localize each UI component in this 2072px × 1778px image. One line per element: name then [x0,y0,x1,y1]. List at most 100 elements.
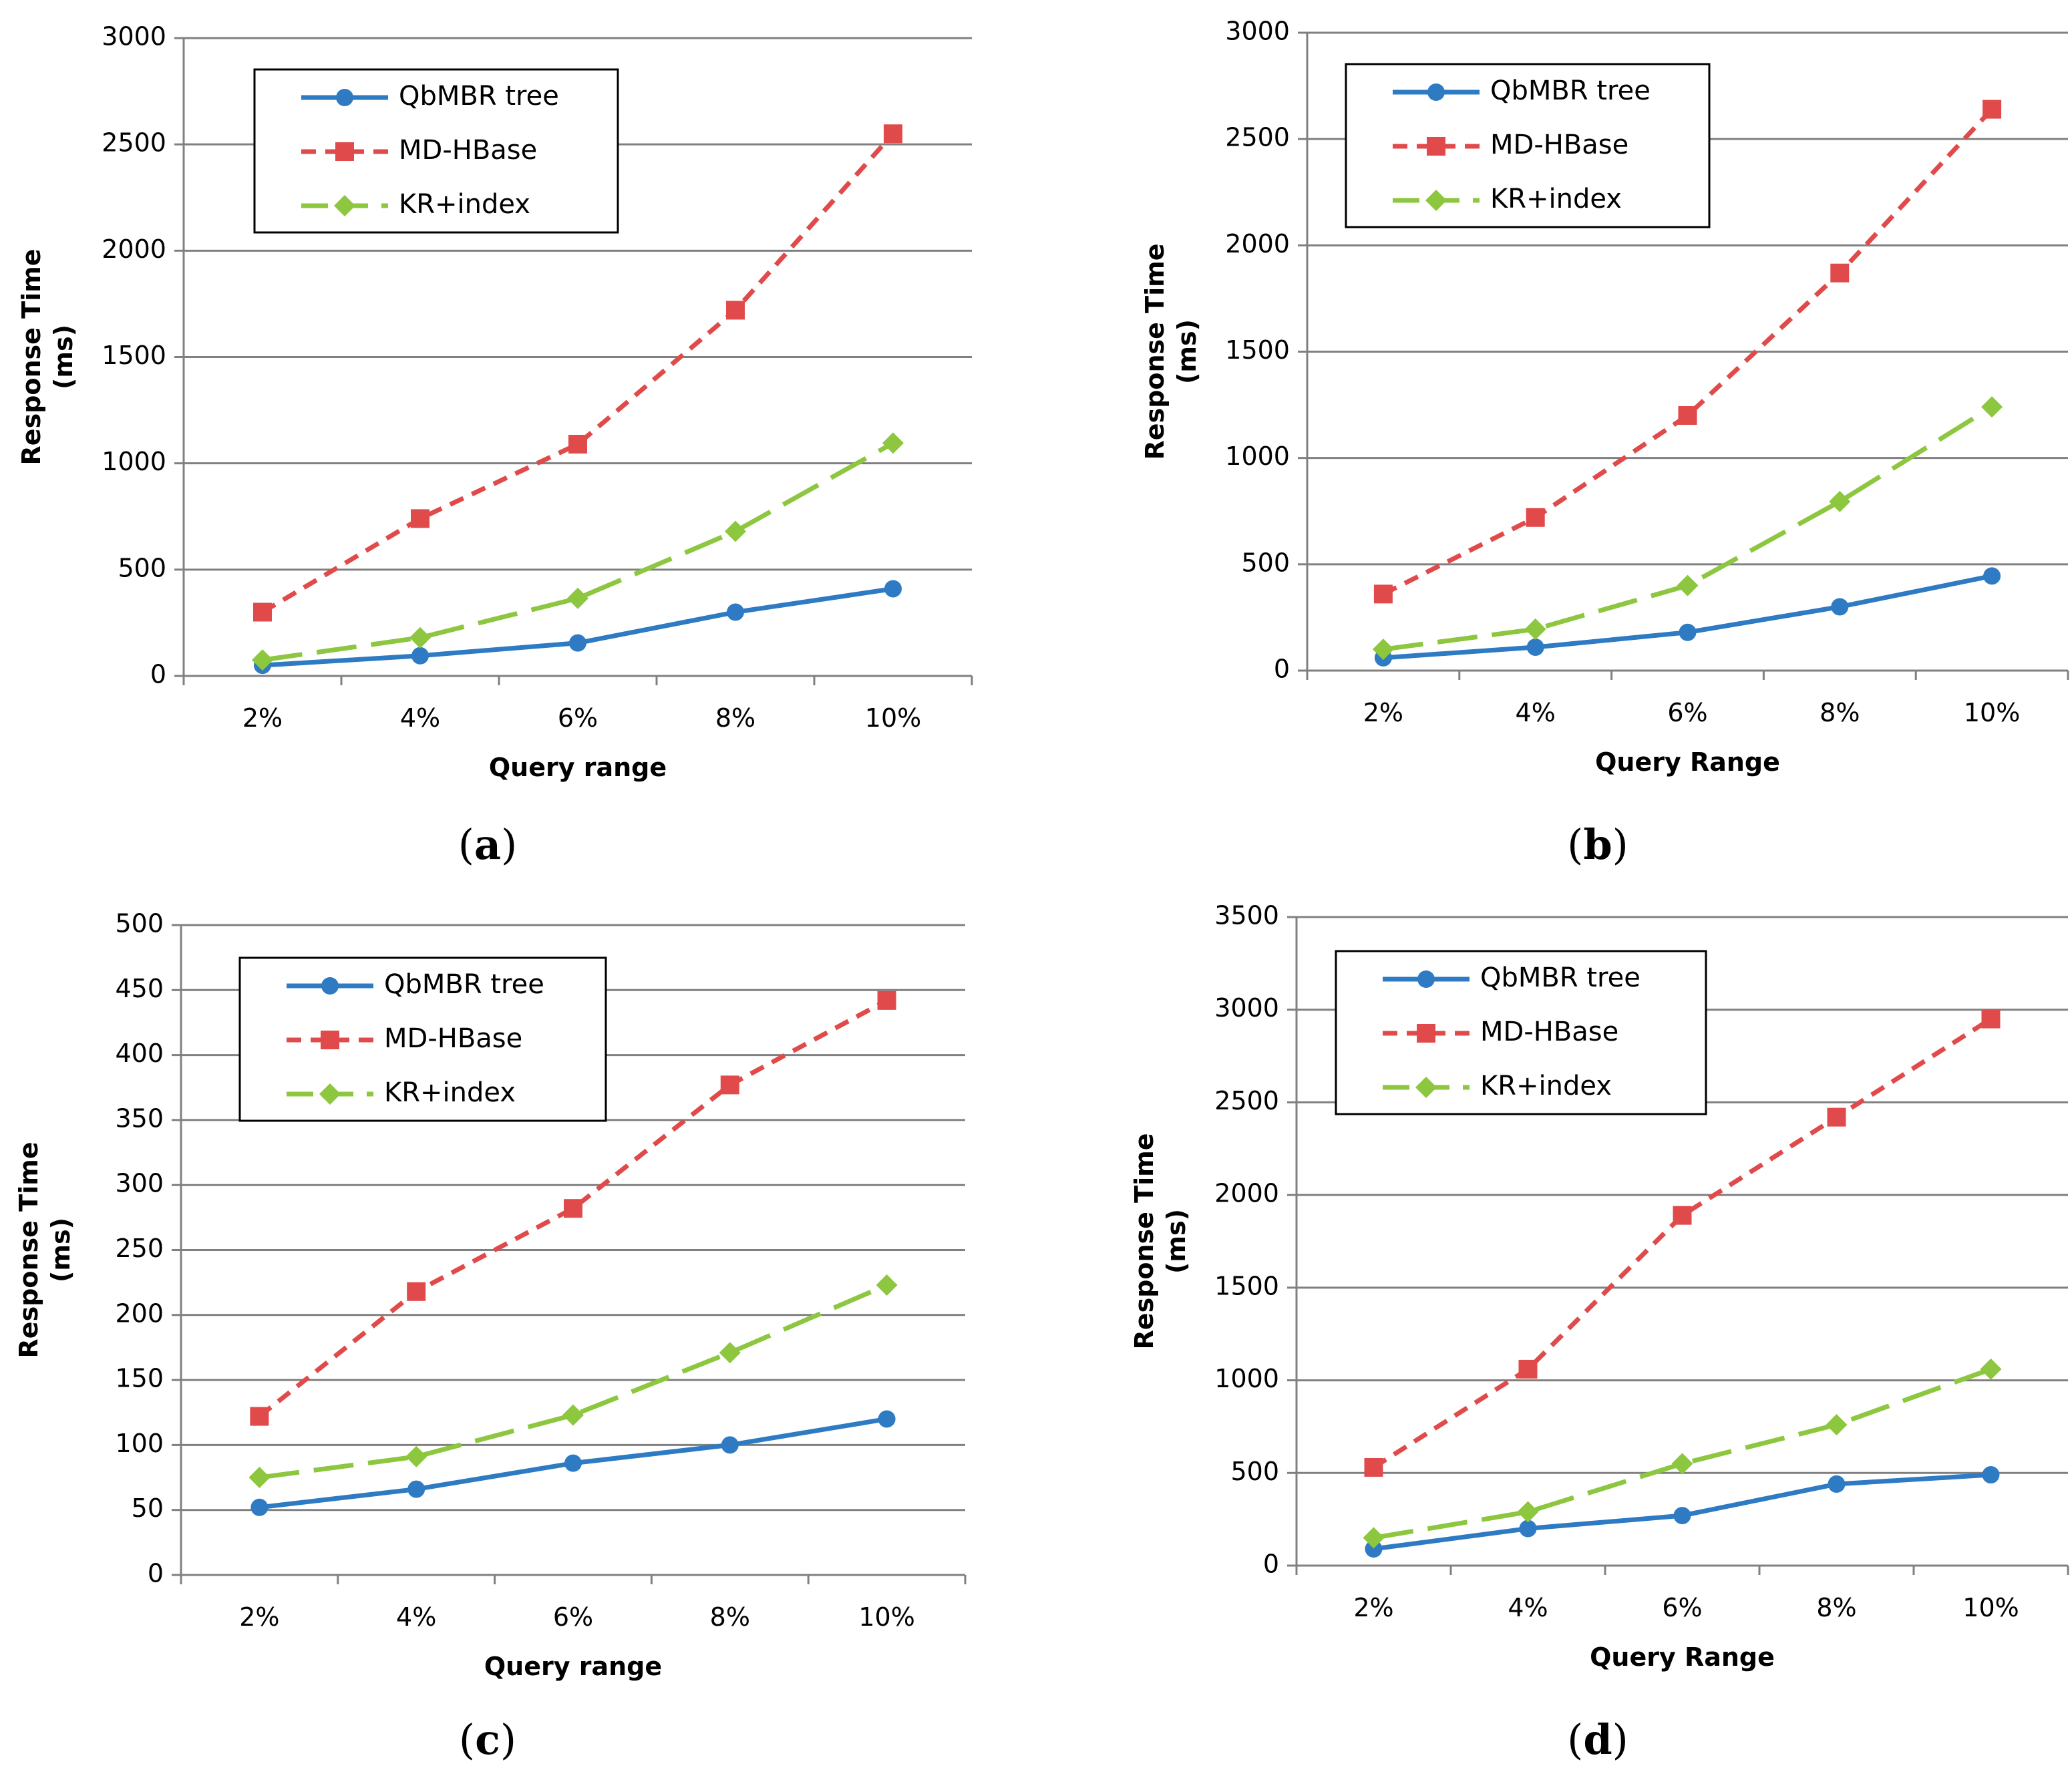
x-tick-label: 6% [1662,1593,1702,1622]
data-point [252,649,273,671]
data-point [250,1498,269,1516]
y-tick-label: 3000 [1214,993,1279,1023]
y-tick-label: 1500 [1225,335,1290,365]
gridlines [1298,31,2068,672]
y-tick-label: 3000 [102,22,166,51]
y-tick-label: 2500 [1225,123,1290,152]
x-tick-label: 6% [558,703,598,733]
legend: QbMBR tree MD-HBase KR+index [1345,63,1711,228]
y-tick-label: 250 [115,1234,164,1263]
data-point [1679,623,1697,641]
y-tick-label: 50 [132,1493,164,1523]
legend-swatch-marker [1417,1024,1435,1043]
data-point [1526,638,1544,656]
legend-swatch-marker [335,142,354,161]
series-line [1383,405,1993,652]
y-axis-title: Response Time (ms) [1140,244,1202,460]
x-axis-title: Query range [489,753,667,782]
data-point [1678,406,1697,425]
x-axis-title: Query Range [1590,1642,1775,1672]
data-point [411,509,429,528]
series-kr-index [248,1274,898,1489]
data-point [405,1445,427,1467]
legend-label: MD-HBase [1480,1017,1618,1047]
caption-c: (c) [458,1715,517,1764]
legend-swatch-marker [1425,190,1447,211]
gridlines [174,37,972,677]
y-axis-title-line: (ms) [49,325,78,389]
data-point [248,1467,271,1489]
data-point [1363,1527,1385,1549]
legend-label: QbMBR tree [1490,75,1651,106]
data-point [567,587,588,609]
data-point [720,1075,739,1095]
data-point [1373,584,1393,604]
y-axis-title-line: Response Time [1130,1133,1159,1350]
data-point [562,1404,584,1426]
series-qbmbr-tree [1365,1466,2000,1558]
series-line [262,441,894,663]
data-point [1827,1107,1846,1127]
data-point [1364,1457,1383,1477]
series-line [1372,1017,1993,1469]
data-point [411,647,429,665]
data-point [1677,574,1699,596]
y-tick-label: 1000 [102,447,166,476]
chart-c: 0 50 100 150 200 250 300 350 400 450 500 2% 4% 6% 8% 10… [14,909,967,1681]
data-point [568,435,587,454]
caption-b: (b) [1567,820,1628,869]
data-point [1526,508,1545,527]
x-tick-label: 10% [865,703,921,733]
data-point [726,301,745,320]
data-point [884,580,902,598]
data-point [1517,1501,1539,1523]
y-tick-label: 100 [115,1429,164,1458]
y-tick-label: 3500 [1214,901,1279,930]
y-axis-title: Response Time (ms) [17,249,78,466]
y-tick-label: 1000 [1225,441,1290,471]
y-tick-label: 400 [115,1039,164,1068]
data-point [1673,1507,1691,1525]
x-tick-label: 2% [1353,1593,1393,1622]
data-point [250,1407,269,1426]
x-tick-label: 8% [1816,1593,1856,1622]
data-point [1826,1414,1848,1436]
data-point [1671,1453,1693,1475]
y-tick-label: 500 [1230,1457,1279,1486]
y-tick-label: 350 [115,1103,164,1133]
y-axis-title-line: (ms) [1162,1209,1191,1274]
data-point [882,432,904,454]
data-point [1519,1520,1537,1538]
x-tick-label: 10% [1964,698,2020,727]
legend-label: KR+index [1490,184,1622,214]
series-md-hbase [250,991,896,1426]
y-axis-title: Response Time (ms) [1130,1133,1191,1350]
y-tick-label: 2000 [1214,1179,1279,1208]
legend-label: MD-HBase [1490,130,1628,160]
x-tick-label: 6% [1667,698,1707,727]
y-tick-label: 0 [148,1559,164,1588]
x-tick-label: 2% [1363,698,1403,727]
data-point [1518,1359,1538,1379]
data-point [1983,567,2001,585]
x-tick-label: 4% [1516,698,1556,727]
data-point [569,634,586,652]
series-kr-index [252,432,904,671]
y-tick-label: 2500 [1214,1086,1279,1115]
y-axis-title-line: (ms) [46,1218,75,1282]
data-point [719,1342,741,1364]
x-tick-label: 2% [239,1602,279,1632]
series-line [258,998,888,1419]
y-axis-title-line: Response Time [17,249,46,466]
legend-swatch-marker [334,195,355,216]
series-md-hbase [1373,100,2002,604]
y-tick-label: 0 [1274,655,1290,684]
data-point [409,627,431,649]
data-point [727,603,744,621]
data-point [721,1436,739,1454]
data-point [1524,618,1546,640]
series-kr-index [1363,1358,2002,1549]
series-md-hbase [1364,1009,2001,1477]
data-point [1829,490,1851,512]
data-point [1981,396,2003,418]
